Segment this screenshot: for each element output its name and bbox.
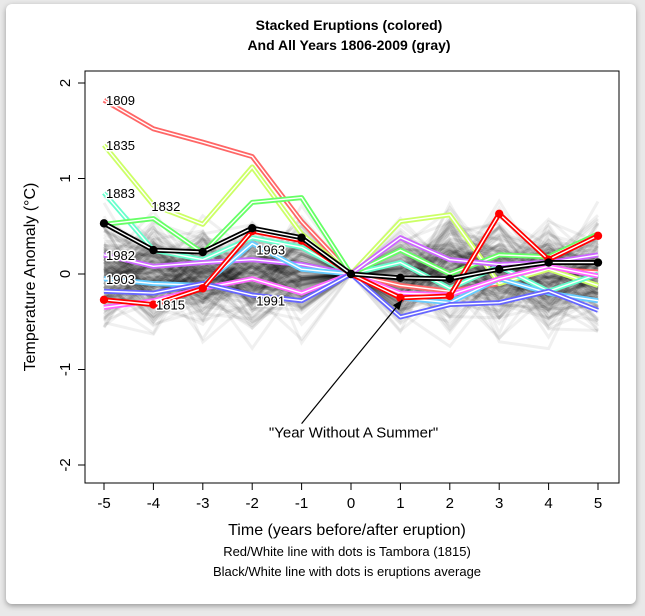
series-point: [99, 295, 109, 304]
year-label-1832: 1832: [151, 199, 180, 214]
y-tick-label: 1: [57, 174, 74, 182]
y-tick-label: -2: [57, 458, 74, 471]
footnote-tambora: Red/White line with dots is Tambora (181…: [223, 544, 471, 559]
annotation-arrowhead: [392, 299, 403, 311]
y-tick-label: -1: [57, 363, 74, 376]
x-tick-label: -4: [147, 495, 160, 512]
series-point: [544, 258, 553, 267]
series-point: [593, 258, 603, 267]
annotation-arrow: [301, 299, 403, 424]
series-point: [445, 274, 454, 283]
series-point: [593, 231, 603, 240]
x-tick-label: -1: [295, 495, 308, 512]
x-tick-label: 0: [347, 495, 355, 512]
x-tick-label: 2: [446, 495, 454, 512]
x-axis-label: Time (years before/after eruption): [228, 522, 466, 539]
series-point: [495, 265, 504, 274]
chart-subtitle: And All Years 1806-2009 (gray): [247, 37, 450, 53]
series-point: [198, 247, 207, 257]
series-point: [198, 284, 207, 293]
series-point: [346, 269, 356, 279]
x-tick-label: -3: [196, 495, 209, 512]
annotation: "Year Without A Summer": [269, 299, 438, 442]
series-point: [149, 245, 158, 255]
series-point: [149, 300, 158, 309]
chart: Stacked Eruptions (colored) And All Year…: [22, 17, 620, 579]
year-label-1835: 1835: [106, 138, 135, 153]
series-layer: [99, 98, 603, 320]
x-tick-label: 4: [544, 495, 552, 512]
footnote-average: Black/White line with dots is eruptions …: [213, 564, 481, 579]
chart-title: Stacked Eruptions (colored): [256, 17, 443, 33]
y-tick-label: 0: [57, 270, 74, 278]
x-tick-label: -2: [246, 495, 259, 512]
x-tick-label: 5: [594, 495, 602, 512]
year-labels: 1809 1835 1883 1832 1982 1903 1963 1991 1815: [105, 92, 287, 314]
year-label-1815: 1815: [156, 298, 185, 313]
year-label-1883: 1883: [106, 186, 135, 201]
series-point: [297, 233, 306, 242]
y-axis-label: Temperature Anomaly (°C): [22, 183, 39, 372]
x-tick-label: 3: [495, 495, 503, 512]
series-point: [495, 209, 504, 219]
series-point: [248, 223, 257, 233]
y-tick-label: 2: [57, 79, 74, 87]
series-eruptions-average: [99, 219, 603, 283]
series-point: [445, 291, 454, 301]
year-label-1903: 1903: [106, 272, 135, 287]
x-axis: -5 -4 -3 -2 -1 0 1 2 3 4 5: [97, 482, 602, 512]
series-point: [396, 273, 405, 283]
chart-card: Stacked Eruptions (colored) And All Year…: [6, 4, 636, 604]
annotation-text: "Year Without A Summer": [269, 425, 438, 442]
x-tick-label: 1: [396, 495, 404, 512]
year-label-1991: 1991: [256, 294, 285, 309]
year-label-1982: 1982: [106, 248, 135, 263]
series-point: [396, 293, 405, 303]
y-axis: 2 1 0 -1 -2: [57, 79, 86, 472]
series-point: [99, 219, 109, 228]
year-label-1809: 1809: [106, 93, 135, 108]
year-label-1963: 1963: [256, 242, 285, 257]
x-tick-label: -5: [97, 495, 110, 512]
